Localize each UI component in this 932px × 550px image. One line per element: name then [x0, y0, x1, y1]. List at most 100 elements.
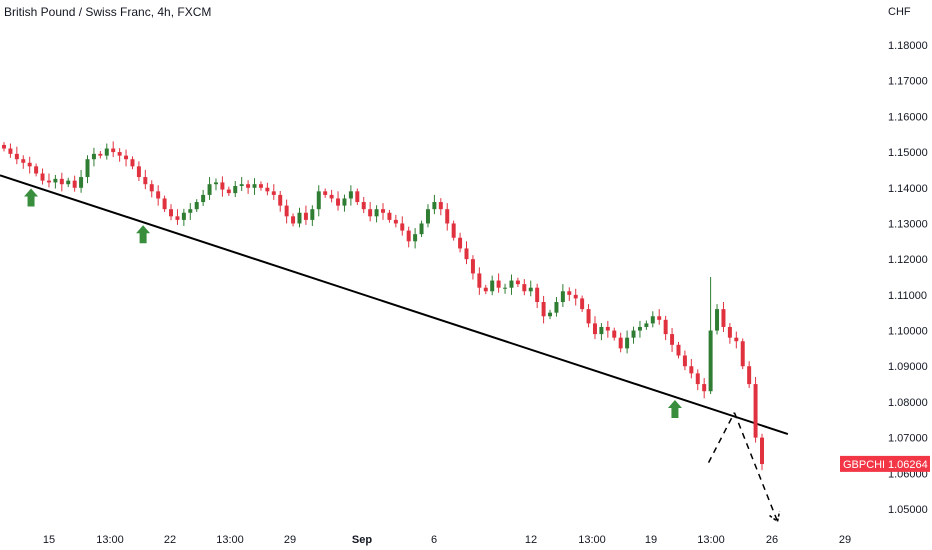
candle-body: [381, 209, 385, 213]
candle-body: [220, 182, 225, 190]
price-axis[interactable]: CHF 1.18000 1.17000 1.16000 1.15000 1.14000 1…: [888, 6, 928, 516]
projection-segment: [733, 412, 779, 522]
candle-body: [201, 194, 206, 203]
up-arrow-icon: [24, 188, 39, 207]
candle-body: [316, 191, 321, 210]
badge-symbol: GBPCHF: [843, 459, 889, 471]
candle-body: [130, 159, 135, 167]
candle-body: [368, 209, 373, 217]
candle-body: [727, 326, 732, 338]
candle-body: [535, 287, 540, 302]
y-tick-label: 1.11000: [888, 290, 927, 302]
x-tick-label: 6: [431, 534, 437, 546]
candle-body: [445, 209, 450, 224]
candle-body: [2, 144, 6, 149]
candle-body: [477, 273, 482, 288]
y-tick-label: 1.16000: [888, 111, 928, 123]
candle-body: [361, 202, 366, 210]
candle-body: [213, 182, 218, 185]
candle-body: [586, 309, 591, 324]
candle-body: [760, 437, 764, 465]
candle-body: [541, 301, 546, 317]
projection-segment: [707, 412, 736, 463]
candle-body: [618, 337, 623, 349]
x-tick-label: Sep: [352, 534, 372, 546]
candle-body: [515, 280, 520, 285]
candle-body: [374, 209, 379, 217]
y-tick-label: 1.13000: [888, 218, 928, 230]
candle-body: [21, 159, 26, 163]
candle-body: [393, 219, 398, 224]
projection-arrowhead-icon: [769, 511, 781, 523]
candle-body: [34, 166, 39, 174]
candle-body: [169, 209, 174, 217]
candle-body: [72, 180, 77, 188]
candle-body: [53, 178, 58, 183]
candle-body: [631, 330, 636, 338]
chart-title: British Pound / Swiss Franc, 4h, FXCM: [4, 5, 212, 19]
candle-body: [554, 301, 559, 313]
candle-body: [91, 153, 96, 160]
candle-body: [355, 191, 360, 203]
candle-body: [734, 337, 739, 342]
candle-body: [592, 323, 597, 335]
candle-body: [715, 309, 720, 331]
candle-body: [509, 280, 514, 288]
x-tick-label: 26: [766, 534, 778, 546]
candle-body: [136, 166, 141, 178]
candle-body: [79, 177, 84, 188]
candle-body: [663, 319, 668, 335]
candle-body: [14, 153, 19, 160]
candle-body: [348, 191, 353, 199]
candle-body: [464, 248, 469, 260]
candle-body: [644, 323, 649, 327]
y-tick-label: 1.10000: [888, 326, 928, 338]
price-badge: GBPCHF 1.06264: [840, 455, 930, 472]
candle-body: [117, 152, 122, 156]
candle-body: [522, 284, 527, 292]
y-tick-label: 1.08000: [888, 397, 928, 409]
candle-body: [342, 198, 347, 206]
candle-body: [567, 291, 572, 295]
candle-body: [702, 384, 707, 392]
candle-body: [438, 202, 443, 210]
candle-body: [291, 216, 296, 224]
candle-body: [85, 159, 90, 178]
y-tick-label: 1.12000: [888, 254, 928, 266]
candle-body: [303, 212, 308, 220]
candle-body: [721, 309, 726, 327]
x-tick-label: 13:00: [216, 534, 244, 546]
candle-body: [252, 184, 257, 188]
candle-body: [490, 280, 495, 292]
candle-body: [708, 330, 713, 392]
badge-value: 1.06264: [888, 459, 928, 471]
x-tick-label: 13:00: [697, 534, 725, 546]
badge-symbol-bg: [840, 455, 884, 472]
candle-body: [59, 178, 64, 185]
candle-body: [747, 366, 752, 385]
candlestick-series: [2, 141, 764, 471]
y-tick-label: 1.15000: [888, 147, 928, 159]
trendline-layer: [0, 174, 789, 435]
badge-value-bg: [884, 455, 930, 472]
x-tick-label: 19: [645, 534, 657, 546]
candle-body: [284, 205, 289, 217]
trendline: [0, 174, 789, 435]
time-axis[interactable]: 15 13:00 22 13:00 29 Sep 6 12 13:00 19 13:00 26 29: [43, 534, 851, 546]
y-tick-label: 1.07000: [888, 433, 928, 445]
candle-body: [548, 312, 553, 317]
candle-body: [573, 294, 578, 299]
candle-body: [650, 316, 655, 324]
candle-body: [46, 180, 51, 183]
x-tick-label: 13:00: [96, 534, 124, 546]
candle-body: [188, 209, 193, 213]
candle-body: [528, 287, 533, 292]
candle-body: [419, 223, 424, 235]
x-tick-label: 29: [839, 534, 851, 546]
candle-body: [162, 198, 167, 210]
candle-body: [194, 202, 199, 210]
y-tick-label: 1.09000: [888, 361, 928, 373]
candle-body: [181, 212, 186, 220]
up-arrow-icon: [136, 225, 151, 244]
